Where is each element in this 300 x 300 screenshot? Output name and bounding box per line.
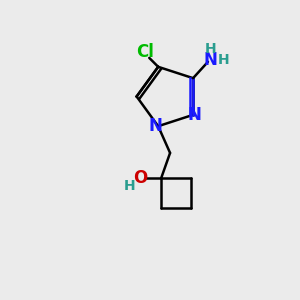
Text: N: N	[149, 117, 163, 135]
Text: H: H	[218, 53, 229, 67]
Text: N: N	[203, 51, 217, 69]
Text: H: H	[124, 178, 136, 193]
Text: Cl: Cl	[136, 43, 154, 61]
Text: O: O	[133, 169, 148, 187]
Text: H: H	[205, 42, 216, 56]
Text: N: N	[188, 106, 202, 124]
